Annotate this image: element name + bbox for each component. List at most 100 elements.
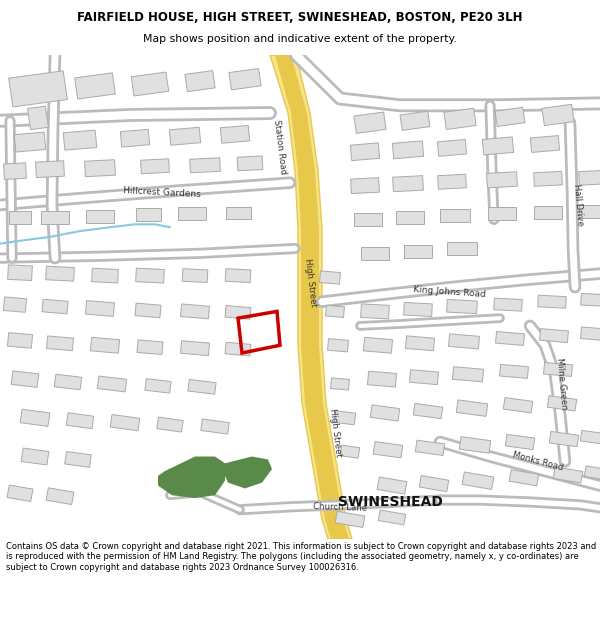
Polygon shape: [584, 466, 600, 480]
Polygon shape: [370, 405, 400, 421]
Polygon shape: [553, 467, 583, 483]
Polygon shape: [487, 172, 517, 188]
Polygon shape: [131, 72, 169, 96]
Polygon shape: [581, 327, 600, 341]
Polygon shape: [35, 161, 64, 177]
Text: Map shows position and indicative extent of the property.: Map shows position and indicative extent…: [143, 34, 457, 44]
Polygon shape: [437, 174, 466, 189]
Polygon shape: [392, 176, 424, 192]
Polygon shape: [135, 303, 161, 318]
Polygon shape: [542, 104, 574, 126]
Polygon shape: [544, 362, 572, 376]
Polygon shape: [538, 295, 566, 308]
Polygon shape: [350, 143, 380, 161]
Polygon shape: [496, 331, 524, 346]
Polygon shape: [63, 130, 97, 150]
Polygon shape: [404, 245, 432, 258]
Text: High Street: High Street: [328, 408, 343, 457]
Polygon shape: [97, 376, 127, 392]
Polygon shape: [392, 141, 424, 159]
Polygon shape: [11, 371, 39, 388]
Polygon shape: [500, 364, 529, 378]
Polygon shape: [581, 293, 600, 306]
Polygon shape: [350, 177, 379, 194]
Polygon shape: [354, 213, 382, 226]
Polygon shape: [488, 207, 516, 221]
Polygon shape: [456, 400, 488, 416]
Polygon shape: [534, 206, 562, 219]
Polygon shape: [121, 129, 149, 147]
Polygon shape: [373, 442, 403, 458]
Text: Station Road: Station Road: [272, 119, 288, 175]
Polygon shape: [328, 339, 349, 352]
Polygon shape: [185, 71, 215, 92]
Polygon shape: [136, 208, 161, 221]
Polygon shape: [220, 126, 250, 143]
Polygon shape: [188, 379, 216, 394]
Polygon shape: [364, 338, 392, 353]
Polygon shape: [46, 266, 74, 281]
Polygon shape: [495, 107, 525, 126]
Polygon shape: [46, 488, 74, 504]
Polygon shape: [28, 106, 49, 129]
Polygon shape: [415, 440, 445, 456]
Polygon shape: [157, 417, 183, 432]
Polygon shape: [580, 431, 600, 444]
Polygon shape: [181, 341, 209, 356]
Text: Hall Drive: Hall Drive: [572, 184, 584, 226]
Polygon shape: [361, 304, 389, 319]
Text: Monks Road: Monks Road: [512, 450, 565, 472]
Polygon shape: [92, 268, 118, 283]
Polygon shape: [367, 371, 397, 387]
Polygon shape: [440, 209, 470, 222]
Polygon shape: [482, 137, 514, 155]
Polygon shape: [14, 132, 46, 152]
Polygon shape: [335, 511, 365, 528]
Polygon shape: [229, 69, 261, 90]
Polygon shape: [140, 159, 169, 174]
Polygon shape: [539, 329, 568, 342]
Polygon shape: [55, 374, 82, 390]
Polygon shape: [406, 336, 434, 351]
Polygon shape: [400, 111, 430, 131]
Polygon shape: [409, 370, 439, 384]
Polygon shape: [4, 297, 26, 312]
Polygon shape: [21, 448, 49, 465]
Polygon shape: [270, 55, 352, 539]
Polygon shape: [462, 472, 494, 489]
Polygon shape: [136, 268, 164, 283]
Polygon shape: [181, 304, 209, 319]
Polygon shape: [378, 510, 406, 525]
Polygon shape: [8, 71, 67, 107]
Polygon shape: [85, 160, 115, 177]
Polygon shape: [354, 112, 386, 133]
Polygon shape: [226, 207, 251, 219]
Polygon shape: [447, 242, 477, 255]
Polygon shape: [550, 431, 578, 447]
Polygon shape: [182, 269, 208, 282]
Polygon shape: [459, 437, 491, 453]
Polygon shape: [158, 456, 225, 498]
Polygon shape: [46, 336, 74, 351]
Polygon shape: [275, 55, 349, 539]
Polygon shape: [85, 301, 115, 316]
Polygon shape: [547, 396, 577, 411]
Text: King Johns Road: King Johns Road: [413, 285, 487, 299]
Polygon shape: [331, 378, 349, 390]
Polygon shape: [578, 171, 600, 185]
Polygon shape: [225, 456, 272, 489]
Polygon shape: [190, 158, 220, 173]
Polygon shape: [201, 419, 229, 434]
Polygon shape: [110, 414, 140, 431]
Polygon shape: [74, 73, 115, 99]
Polygon shape: [4, 163, 26, 179]
Polygon shape: [413, 403, 443, 419]
Polygon shape: [404, 302, 433, 316]
Polygon shape: [9, 211, 31, 224]
Polygon shape: [444, 108, 476, 129]
Polygon shape: [437, 139, 467, 156]
Polygon shape: [91, 338, 119, 353]
Polygon shape: [225, 342, 251, 356]
Polygon shape: [20, 409, 50, 426]
Polygon shape: [494, 298, 522, 311]
